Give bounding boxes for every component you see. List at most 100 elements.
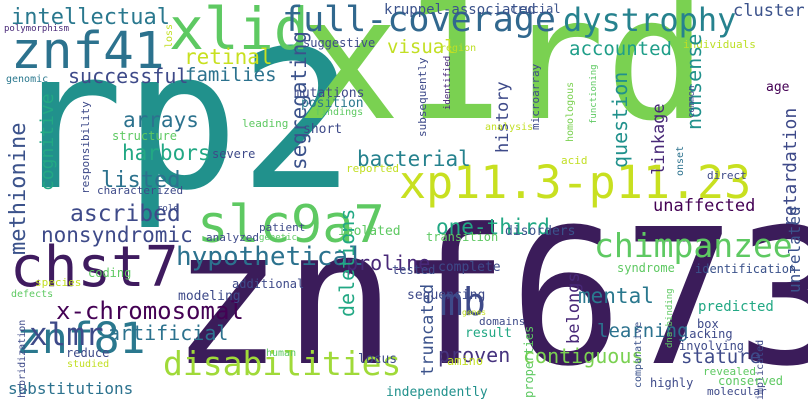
word-defects: defects [11,289,54,300]
word-one-third: one-third [436,215,550,239]
word-learning: learning [597,320,689,342]
word-highly: highly [650,376,694,390]
word-responsibility: responsibility [79,101,92,194]
word-sequencing: sequencing [407,288,486,303]
word-cognitive: cognitive [37,93,58,191]
word-successful: successful [68,64,189,88]
word-homologous: homologous [565,81,576,142]
word-age: age [766,80,790,95]
word-severe: severe [212,147,256,161]
word-dna-binding: dna-binding [665,288,675,348]
word-genomic: genomic [6,74,49,85]
word-species: species [35,276,82,289]
word-conserved: conserved [718,374,784,388]
word-transition: transition [426,230,499,244]
word-visual: visual [387,36,456,58]
word-kruppel-associated: kruppel-associated [384,2,536,18]
word-proline: proline [346,251,431,275]
word-history: history [493,81,513,153]
word-role: role [157,204,179,214]
word-coding: coding [88,266,132,280]
word-belongs: belongs [564,272,584,344]
word-molecular: molecular [707,385,767,398]
word-individuals: individuals [683,38,756,51]
word-harbors: harbors [122,141,211,165]
word-human: human [266,348,297,359]
word-analyzed: analyzed [206,231,259,244]
word-substitutions: substitutions [8,379,134,398]
word-x1rd: x1rd [298,0,708,159]
word-dystrophy: dystrophy [563,1,737,39]
word-mb: mb [440,280,486,324]
word-methionine: methionine [6,122,31,255]
word-contiguous: contiguous [523,344,644,368]
word-linkage: linkage [649,103,669,175]
word-intellectual: intellectual [11,5,170,30]
word-amino: amino [447,354,484,368]
word-mental: mental [578,284,654,308]
word-properties: properties [522,325,536,398]
word-arrays: arrays [123,108,199,132]
word-comparative: comparative [633,321,644,388]
word-patient: patient [259,221,306,234]
word-chimpanzee: chimpanzee [594,226,793,265]
word-functioning: functioning [589,64,599,124]
word-full-coverage: full-coverage [282,0,556,40]
word-families: families [185,64,277,86]
word-cluster: cluster [733,1,805,21]
word-mutations: mutations [294,86,365,101]
word-structure: structure [112,129,178,143]
word-loss: loss [164,23,175,48]
word-region: region [440,43,477,54]
word-predicted: predicted [698,299,774,315]
word-unaffected: unaffected [653,196,756,216]
word-independently: independently [386,385,488,400]
word-box: box [697,317,719,331]
word-znf81: znf81 [16,314,146,364]
word-question: question [608,71,632,168]
word-hypothetical: hypothetical [176,242,364,272]
word-modeling: modeling [178,289,241,304]
word-findings: findings [315,107,364,118]
word-suggestive: suggestive [303,36,376,50]
word-result: result [465,326,512,341]
word-genes: genes [462,308,487,317]
word-hybridization: hybridization [17,319,28,398]
word-identification: identification [695,262,797,276]
word-syndrome: syndrome [617,261,675,275]
word-znf673: znf673 [170,189,808,404]
word-artificial: artificial [108,321,229,345]
word-polymorphism: polymorphism [4,24,70,34]
word-slc9a7: slc9a7 [197,195,385,255]
word-disabilities: disabilities [163,344,402,383]
word-chst7: chst7 [10,235,179,300]
word-retinal: retinal [184,45,273,69]
word-bacterial: bacterial [357,147,471,171]
word-subsequently: subsequently [416,57,429,137]
word-acid: acid [561,154,588,167]
word-xlid: xlid [169,0,309,63]
word-x-chromosomal: x-chromosomal [56,297,244,325]
word-tested: tested [392,263,436,277]
word-accounted: accounted [569,38,672,60]
word-znf41: znf41 [11,22,165,81]
word-reduce: reduce [66,346,110,360]
word-revealed: revealed [703,365,756,378]
word-locus: locus [358,352,398,367]
word-involving: involving [679,339,745,353]
word-additional: additional [232,277,305,291]
word-nonsyndromic: nonsyndromic [41,223,193,247]
word-stature: stature [681,346,762,368]
word-crucial: crucial [510,2,561,16]
word-reported: reported [346,162,399,175]
word-analysis: analysis [485,122,534,133]
word-identified: identified [443,55,453,110]
word-listed: listed [101,168,181,193]
word-ascribed: ascribed [70,201,181,227]
word-microarray: microarray [529,63,542,130]
word-complete: complete [438,260,501,275]
word-leading: leading [242,117,289,130]
word-lacking: lacking [682,327,733,341]
word-direct: direct [707,169,747,182]
